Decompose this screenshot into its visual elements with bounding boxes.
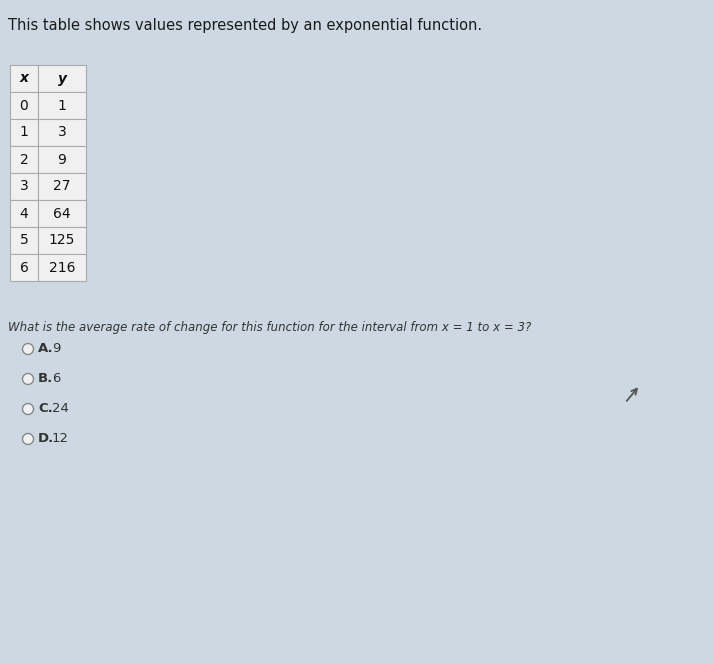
- Text: A.: A.: [38, 343, 53, 355]
- Text: 0: 0: [20, 98, 29, 112]
- Text: 24: 24: [52, 402, 69, 416]
- Text: 64: 64: [53, 207, 71, 220]
- Text: 6: 6: [19, 260, 29, 274]
- Text: 5: 5: [20, 234, 29, 248]
- Text: 27: 27: [53, 179, 71, 193]
- Bar: [10, 200, 38, 227]
- Bar: [38, 200, 86, 227]
- Bar: [38, 227, 86, 254]
- Bar: [38, 119, 86, 146]
- Text: What is the average rate of change for this function for the interval from x = 1: What is the average rate of change for t…: [8, 321, 531, 334]
- Text: This table shows values represented by an exponential function.: This table shows values represented by a…: [8, 18, 482, 33]
- Text: C.: C.: [38, 402, 53, 416]
- Bar: [38, 92, 86, 119]
- Text: 216: 216: [48, 260, 76, 274]
- Bar: [10, 146, 38, 173]
- Circle shape: [23, 434, 34, 444]
- Bar: [10, 65, 38, 92]
- Text: 2: 2: [20, 153, 29, 167]
- Bar: [10, 173, 38, 200]
- Circle shape: [23, 404, 34, 414]
- Text: 6: 6: [52, 373, 61, 386]
- Bar: [38, 146, 86, 173]
- Text: B.: B.: [38, 373, 53, 386]
- Text: 1: 1: [19, 125, 29, 139]
- Bar: [38, 65, 86, 92]
- Text: 125: 125: [48, 234, 75, 248]
- Bar: [38, 173, 86, 200]
- Text: x: x: [19, 72, 29, 86]
- Circle shape: [23, 343, 34, 355]
- Text: 9: 9: [52, 343, 61, 355]
- Text: 3: 3: [20, 179, 29, 193]
- Bar: [10, 119, 38, 146]
- Bar: [38, 254, 86, 281]
- Text: 9: 9: [58, 153, 66, 167]
- Text: 1: 1: [58, 98, 66, 112]
- Circle shape: [23, 373, 34, 384]
- Bar: [10, 254, 38, 281]
- Text: 3: 3: [58, 125, 66, 139]
- Text: 4: 4: [20, 207, 29, 220]
- Text: y: y: [58, 72, 66, 86]
- Text: 12: 12: [52, 432, 69, 446]
- Bar: [10, 227, 38, 254]
- Text: D.: D.: [38, 432, 54, 446]
- Bar: [10, 92, 38, 119]
